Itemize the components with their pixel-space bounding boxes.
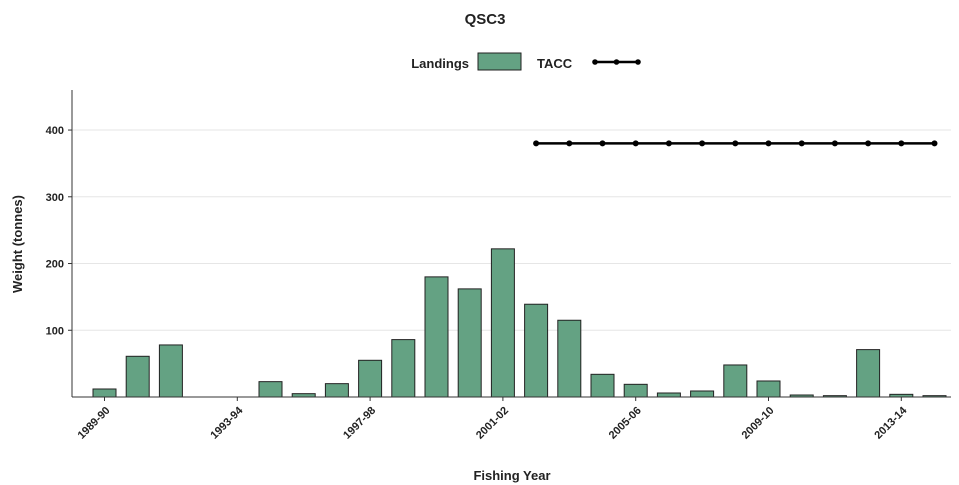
- y-tick-label-400: 400: [46, 125, 64, 137]
- x-axis-title: Fishing Year: [473, 468, 550, 483]
- tacc-point: [599, 140, 606, 147]
- bar-1995-96: [291, 393, 316, 398]
- y-tick-label-300: 300: [46, 192, 64, 204]
- landings-bars: [92, 248, 947, 398]
- legend-line-marker: [592, 59, 598, 65]
- bar-2000-01: [457, 288, 482, 398]
- y-axis: 100 200 300 400: [46, 90, 73, 397]
- tacc-point: [699, 140, 706, 147]
- bar-1997-98: [358, 359, 383, 398]
- bar-1990-91: [125, 355, 150, 398]
- tacc-point: [831, 140, 838, 147]
- tacc-point: [865, 140, 872, 147]
- tacc-point: [931, 140, 938, 147]
- x-axis: 1989-90 1993-94 1997-98 2001-02 2005-06 2009-…: [72, 396, 951, 442]
- bar-2009-10: [756, 380, 781, 398]
- bar-1991-92: [158, 344, 183, 398]
- tacc-line: [533, 140, 938, 147]
- legend-label-tacc: TACC: [537, 56, 573, 71]
- bar-2008-09: [723, 364, 748, 398]
- y-tick-label-200: 200: [46, 259, 64, 271]
- tacc-point: [898, 140, 905, 147]
- bar-2002-03: [524, 303, 549, 398]
- bar-2005-06: [623, 383, 648, 398]
- bar-1998-99: [391, 339, 416, 398]
- bar-1989-90: [92, 388, 117, 398]
- x-tick-label-2009-10: 2009-10: [740, 405, 777, 442]
- legend: Landings TACC: [411, 52, 641, 71]
- x-tick-label-1997-98: 1997-98: [341, 405, 378, 442]
- x-tick-label-2001-02: 2001-02: [474, 405, 511, 442]
- tacc-point: [665, 140, 672, 147]
- y-axis-title: Weight (tonnes): [10, 195, 25, 293]
- bar-2006-07: [656, 392, 681, 398]
- x-tick-label-1989-90: 1989-90: [76, 405, 113, 442]
- tacc-point: [765, 140, 772, 147]
- tacc-point: [533, 140, 540, 147]
- chart-title: QSC3: [465, 11, 506, 28]
- y-tick-label-100: 100: [46, 325, 64, 337]
- bar-1999-00: [424, 276, 449, 398]
- legend-line-marker: [635, 59, 641, 65]
- x-tick-label-2005-06: 2005-06: [607, 405, 644, 442]
- tacc-point: [732, 140, 739, 147]
- legend-line-marker: [613, 59, 620, 65]
- tacc-point: [566, 140, 573, 147]
- legend-line-tacc: [592, 59, 641, 65]
- bar-2003-04: [557, 319, 582, 398]
- bar-2007-08: [690, 390, 715, 398]
- x-tick-label-1993-94: 1993-94: [208, 404, 246, 442]
- bar-1996-97: [324, 383, 349, 398]
- bar-2012-13: [856, 349, 881, 398]
- bar-2004-05: [590, 373, 615, 398]
- bar-1994-95: [258, 381, 283, 398]
- bar-2001-02: [490, 248, 515, 398]
- legend-label-landings: Landings: [411, 56, 469, 71]
- legend-swatch-landings: [477, 52, 522, 71]
- tacc-point: [798, 140, 805, 147]
- x-tick-label-2013-14: 2013-14: [872, 404, 910, 442]
- tacc-point: [632, 140, 639, 147]
